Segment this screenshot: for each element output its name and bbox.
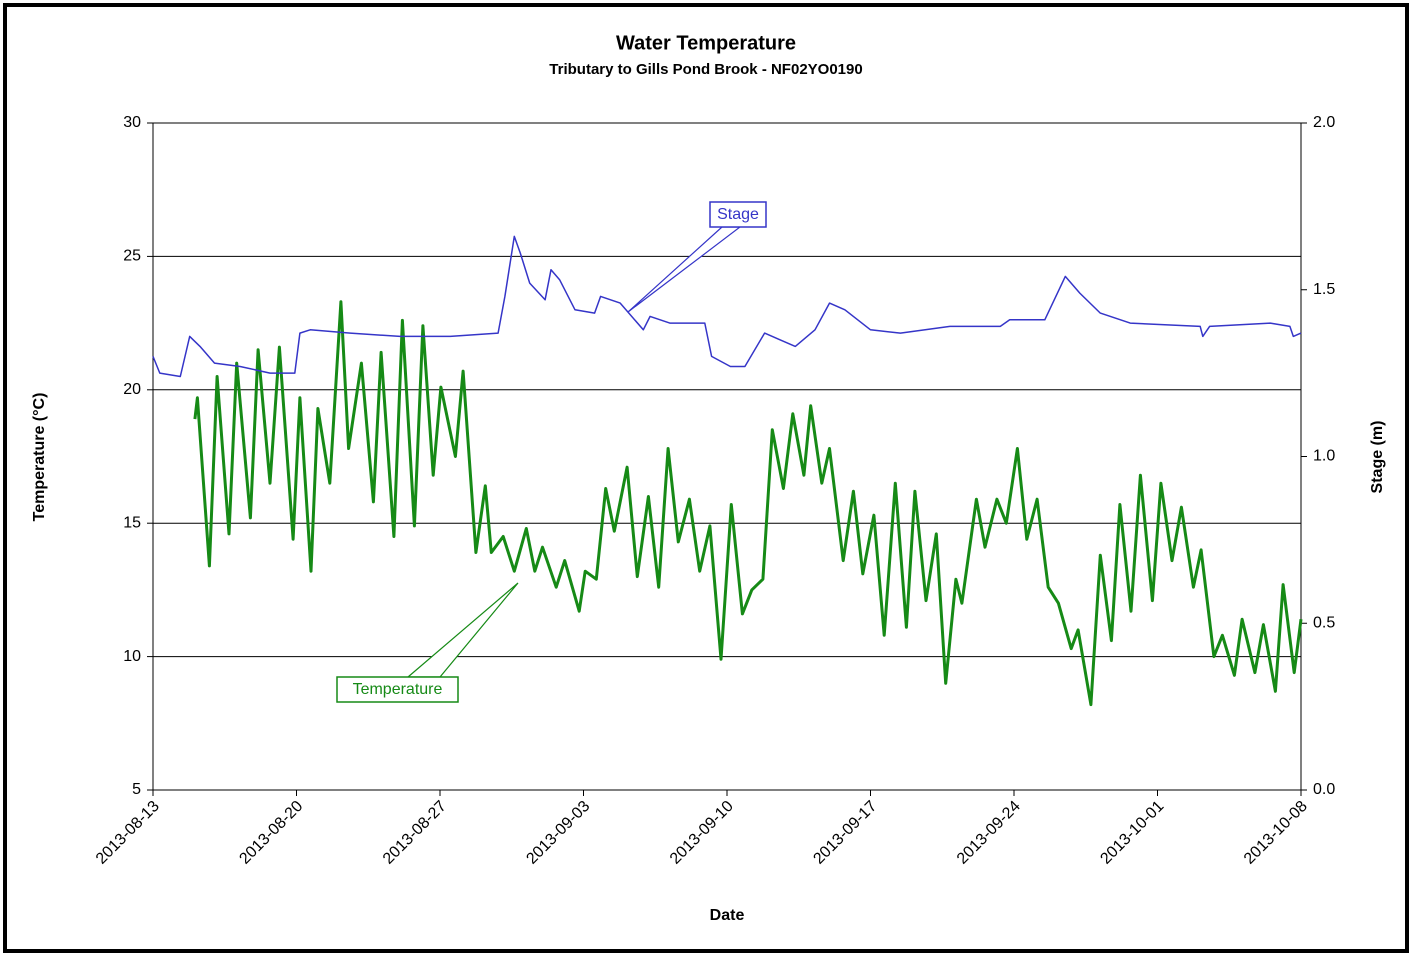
y-tick-label: 20 — [123, 381, 141, 398]
callout-box — [709, 201, 767, 228]
y-tick-label: 5 — [132, 781, 141, 798]
data-line — [193, 300, 1303, 707]
y2-tick-label: 0.0 — [1313, 781, 1335, 798]
data-line — [152, 235, 1302, 378]
y-tick-label: 25 — [123, 248, 141, 265]
plot-area — [152, 122, 1302, 791]
chart-title: Water Temperature — [616, 32, 796, 54]
chart-subtitle: Tributary to Gills Pond Brook - NF02YO01… — [549, 61, 862, 78]
y-tick-label: 30 — [123, 114, 141, 131]
y2-tick-label: 1.0 — [1313, 448, 1335, 465]
y2-tick-label: 0.5 — [1313, 614, 1335, 631]
y-tick-label: 10 — [123, 648, 141, 665]
callout-box — [336, 676, 459, 703]
y2-tick-label: 2.0 — [1313, 114, 1335, 131]
y2-tick-label: 1.5 — [1313, 281, 1335, 298]
y-axis-title: Temperature (°C) — [31, 393, 48, 522]
chart-border — [3, 3, 1409, 953]
y-tick-label: 15 — [123, 514, 141, 531]
y2-axis-title: Stage (m) — [1369, 421, 1386, 494]
x-axis-title: Date — [710, 907, 745, 924]
series-label: Temperature — [353, 681, 443, 698]
series-label: Stage — [717, 206, 759, 223]
